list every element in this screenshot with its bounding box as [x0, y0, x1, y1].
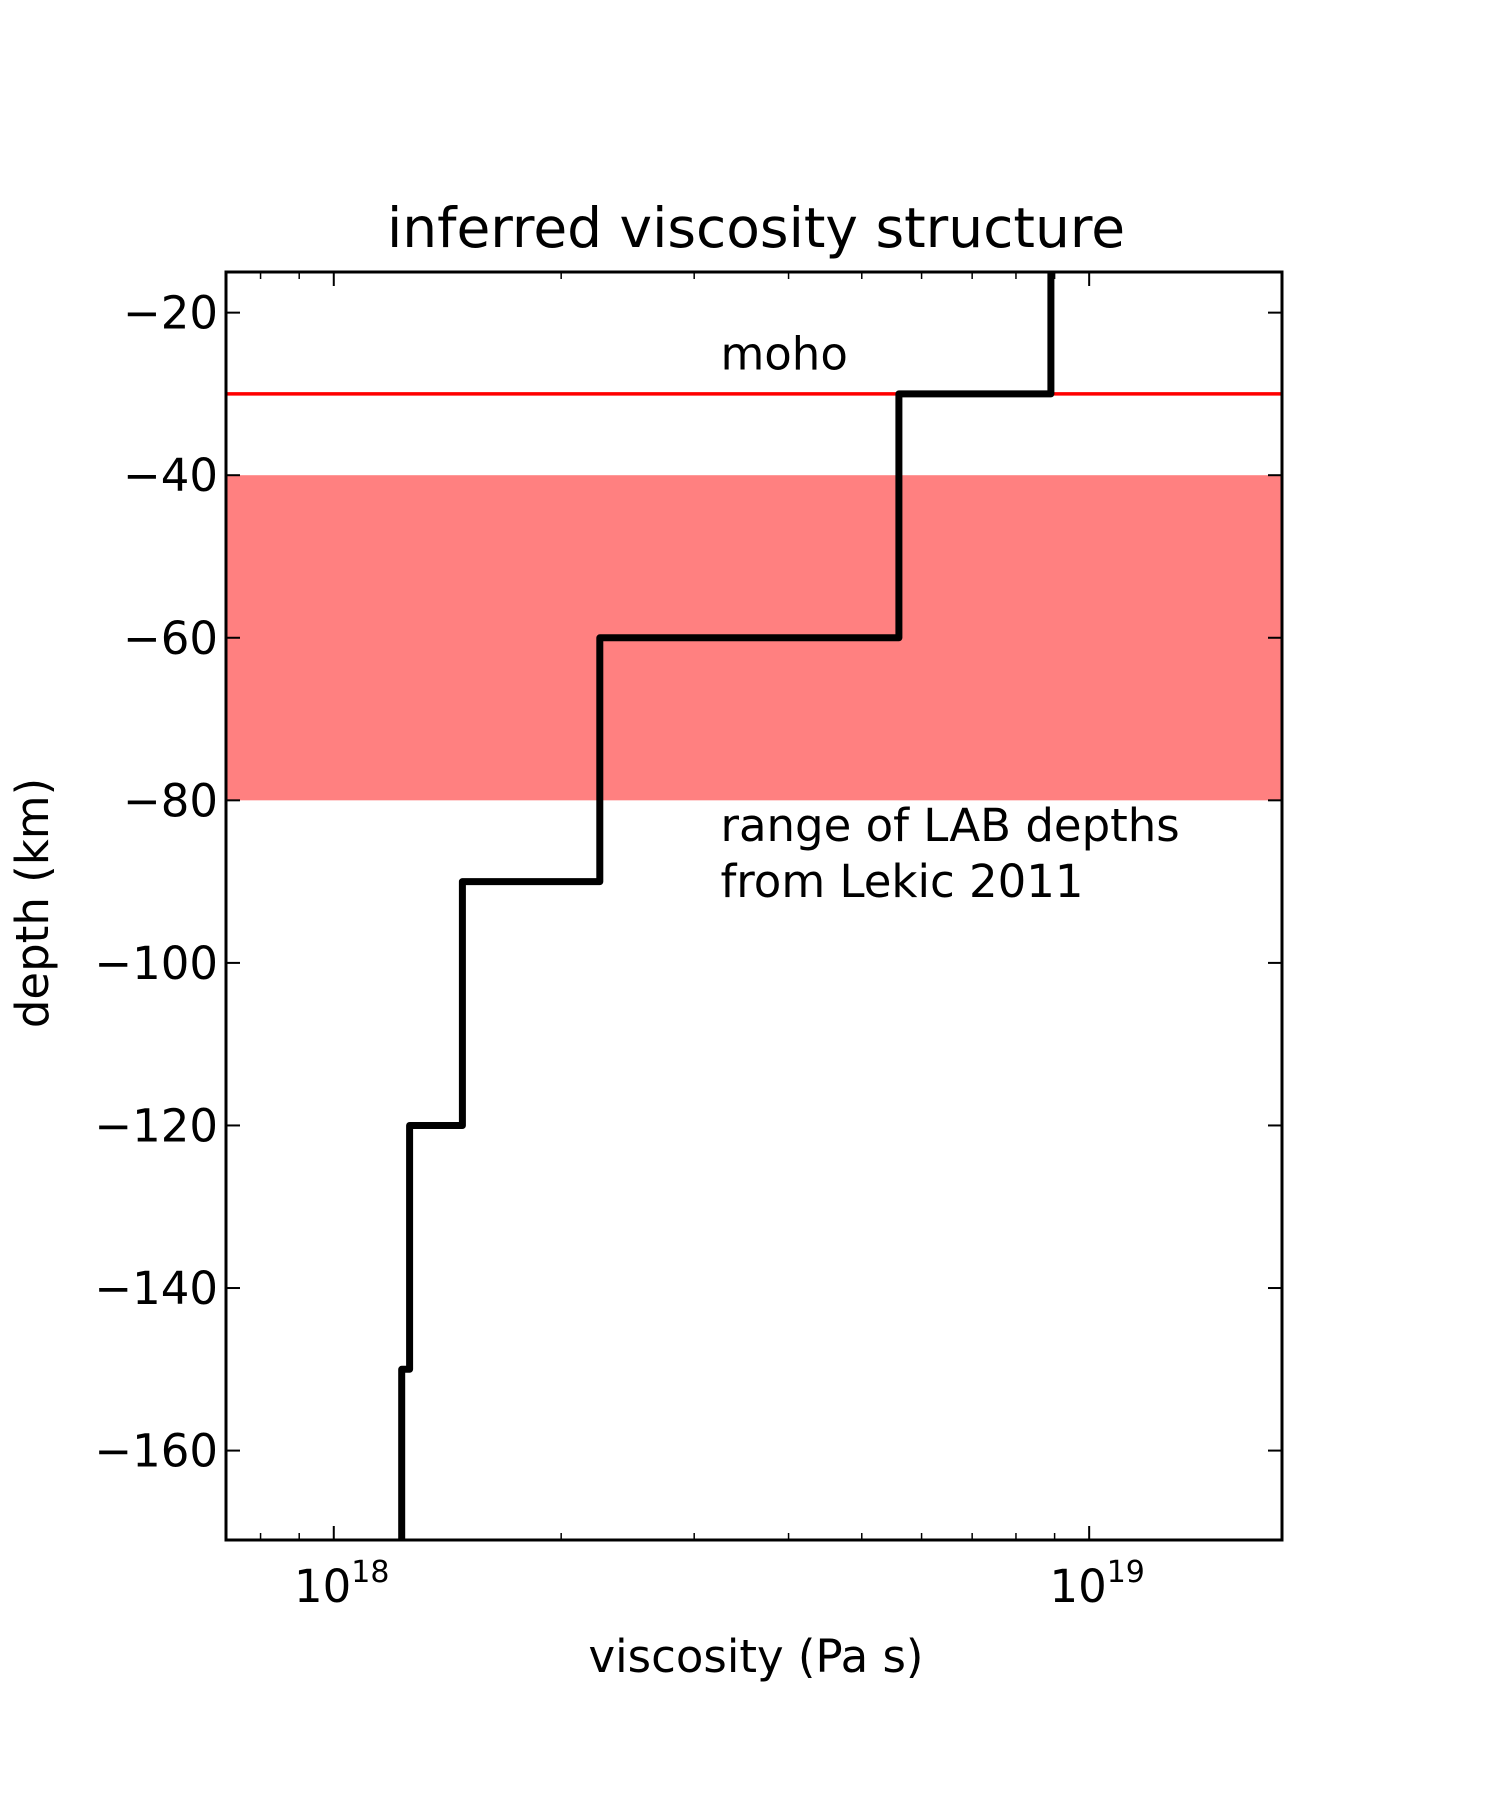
x-tick-label: 1019 — [1049, 1555, 1144, 1613]
x-tick-label: 1018 — [294, 1555, 389, 1613]
y-tick-label: −40 — [123, 449, 218, 502]
y-tick-label: −140 — [94, 1262, 218, 1315]
moho-label: moho — [720, 328, 847, 381]
y-tick-label: −80 — [123, 774, 218, 827]
axes-frame — [224, 270, 1284, 1542]
lab-label-line-2: from Lekic 2011 — [720, 855, 1083, 908]
y-axis-label: depth (km) — [6, 778, 59, 1028]
x-axis-label: viscosity (Pa s) — [589, 1630, 924, 1683]
lab-label-line-1: range of LAB depths — [720, 799, 1179, 852]
y-tick-label: −160 — [94, 1425, 218, 1478]
y-tick-label: −120 — [94, 1099, 218, 1152]
y-tick-label: −100 — [94, 937, 218, 990]
y-tick-label: −60 — [123, 612, 218, 665]
chart-title: inferred viscosity structure — [387, 196, 1125, 260]
y-tick-label: −20 — [123, 287, 218, 340]
viscosity-profile-line — [398, 272, 1055, 1540]
